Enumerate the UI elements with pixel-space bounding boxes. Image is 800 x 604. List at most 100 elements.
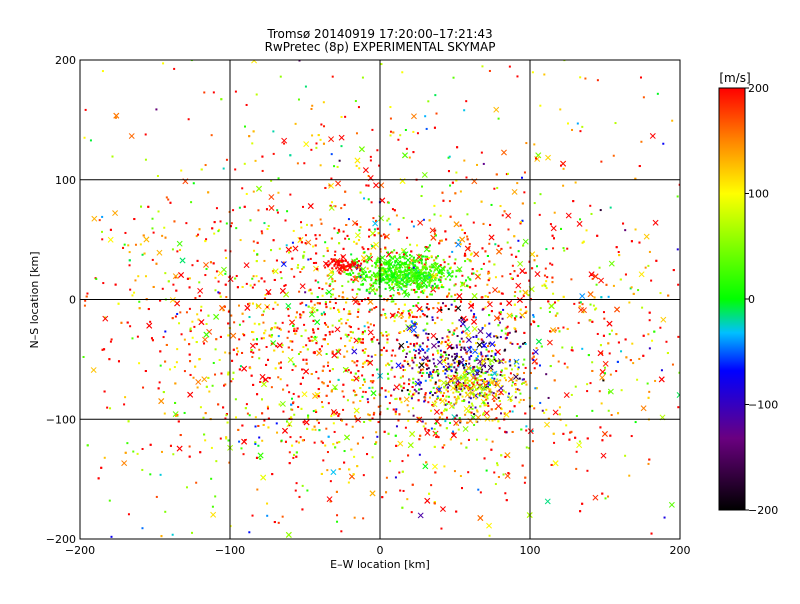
data-point [353, 265, 356, 268]
data-point [463, 320, 466, 323]
data-point [461, 487, 464, 490]
data-point [318, 348, 321, 351]
data-point [178, 248, 181, 251]
data-point [332, 307, 335, 310]
data-point [630, 435, 633, 438]
data-point [305, 344, 308, 347]
data-point [450, 295, 453, 298]
data-point-cross-stroke [535, 338, 542, 345]
data-point [532, 314, 535, 317]
data-point [367, 248, 370, 251]
data-point [405, 282, 408, 285]
data-point [410, 267, 413, 270]
data-point [380, 63, 383, 66]
data-point [322, 365, 325, 368]
data-point [287, 314, 290, 317]
data-point [667, 294, 670, 297]
data-point [412, 269, 415, 272]
data-point [350, 336, 353, 339]
data-point [346, 269, 349, 272]
data-point [273, 326, 276, 329]
data-point [484, 324, 487, 327]
data-point [401, 248, 404, 251]
data-point [385, 316, 388, 319]
data-point [464, 252, 467, 255]
data-point [498, 321, 501, 324]
data-point [444, 399, 447, 402]
data-point [276, 303, 279, 306]
data-point-cross-stroke [187, 391, 194, 398]
data-point [374, 279, 377, 282]
data-point [313, 441, 316, 444]
data-point-cross [367, 329, 374, 336]
data-point [466, 382, 469, 385]
data-point [241, 187, 244, 190]
data-point [273, 278, 276, 281]
data-point [326, 274, 329, 277]
data-point-cross-stroke [367, 298, 374, 305]
data-point [320, 401, 323, 404]
data-point [414, 321, 417, 324]
data-point-cross-stroke [287, 356, 294, 363]
data-point [165, 343, 168, 346]
data-point [254, 441, 257, 444]
data-point [432, 264, 435, 267]
data-point-cross [405, 257, 412, 264]
data-point [463, 380, 466, 383]
data-point [289, 436, 292, 439]
data-point-cross [203, 331, 210, 338]
data-point [422, 284, 425, 287]
data-point-cross-stroke [436, 307, 443, 314]
data-point [352, 473, 355, 476]
data-point-cross [597, 350, 604, 357]
data-point-cross-stroke [244, 304, 251, 311]
data-point [322, 142, 325, 145]
data-point [412, 407, 415, 410]
data-point [444, 304, 447, 307]
data-point [424, 255, 427, 258]
data-point [386, 219, 389, 222]
data-point [425, 267, 428, 270]
data-point [313, 303, 316, 306]
data-point-cross [219, 305, 226, 311]
data-point [497, 117, 500, 120]
data-point-cross-stroke [476, 383, 483, 390]
data-point [261, 398, 264, 401]
data-point [403, 382, 406, 385]
data-point-cross-stroke [396, 282, 403, 289]
data-point [276, 209, 279, 212]
data-point [368, 292, 371, 295]
data-point [331, 324, 334, 327]
data-point [196, 313, 199, 316]
data-point [193, 325, 196, 328]
data-point [133, 291, 136, 294]
data-point [488, 359, 491, 362]
data-point [471, 272, 474, 275]
data-point [278, 362, 281, 365]
data-point [343, 355, 346, 358]
data-point [261, 169, 264, 172]
data-point [257, 424, 260, 427]
data-point [380, 272, 383, 275]
data-point-cross [358, 146, 365, 153]
data-point [554, 329, 557, 332]
data-point-cross [658, 376, 665, 383]
data-point [139, 243, 142, 246]
data-point [287, 308, 290, 311]
data-point [382, 277, 385, 280]
data-point [147, 205, 150, 208]
data-point [186, 277, 189, 280]
data-point [262, 321, 265, 324]
data-point [399, 331, 402, 334]
data-point [453, 470, 456, 473]
data-point-cross-stroke [459, 281, 466, 288]
data-point [387, 251, 390, 254]
data-point [415, 342, 418, 345]
data-point [438, 385, 441, 388]
data-point-cross [227, 276, 234, 283]
data-point [462, 364, 465, 367]
data-point-cross [213, 313, 220, 320]
data-point [224, 351, 227, 354]
data-point [214, 373, 217, 376]
data-point [472, 221, 475, 224]
